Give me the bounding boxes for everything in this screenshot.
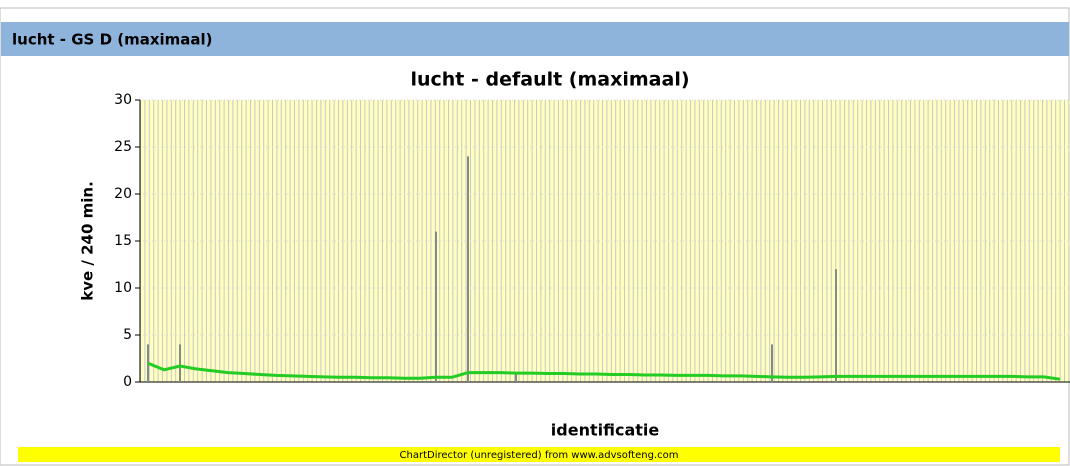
panel-title: lucht - GS D (maximaal)	[12, 31, 213, 49]
panel-header	[1, 22, 1069, 56]
bar	[179, 344, 181, 382]
y-tick-label: 25	[114, 139, 132, 155]
line	[147, 361, 1061, 381]
bar	[467, 156, 469, 382]
footer-banner	[18, 447, 1060, 462]
chart: 0 5 10 15 20 25 30	[114, 92, 1070, 390]
y-tick-label: 15	[114, 233, 132, 249]
chart-title: lucht - default (maximaal)	[410, 69, 689, 91]
y-tick-label: 20	[114, 186, 132, 202]
bar	[771, 344, 773, 382]
y-tick-label: 10	[114, 280, 132, 296]
bar	[435, 231, 437, 382]
footer-text: ChartDirector (unregistered) from www.ad…	[400, 450, 679, 461]
y-tick-label: 5	[123, 327, 132, 343]
y-tick-label: 0	[123, 374, 132, 390]
x-axis-label: identificatie	[551, 421, 660, 440]
bar	[835, 269, 837, 382]
y-axis-label: kve / 240 min.	[79, 181, 97, 301]
bar	[515, 372, 517, 382]
y-tick-label: 30	[114, 92, 132, 108]
